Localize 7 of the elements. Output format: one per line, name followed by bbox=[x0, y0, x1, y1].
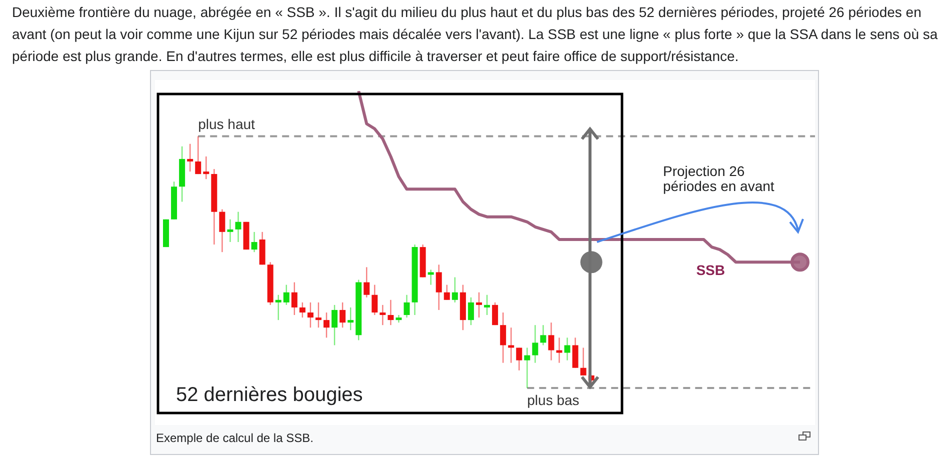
annotation: Projection 26 périodes en avant bbox=[663, 163, 774, 194]
ref-line-label: plus bas bbox=[527, 392, 580, 408]
ref-line-label: plus haut bbox=[198, 116, 256, 132]
text: Exemple de calcul de la SSB. bbox=[156, 431, 314, 445]
series-label: SSB bbox=[696, 262, 725, 278]
text: Deuxième frontière du nuage, abrégée en « SSB ». Il s'agit du milieu du plus haut et du plus bas des 52 dernières périodes, projeté 26 périodes en avant (on peut la voir comme une Kijun sur 52 périodes mais décalée vers l'avant). La SSB est une ligne « plus forte » que la SSA dans le sens où sa période est plus grande. En d'autres termes, elle est plus difficile à traverser et peut faire office de support/résistance. bbox=[12, 3, 939, 66]
annotation: 52 dernières bougies bbox=[176, 384, 363, 407]
